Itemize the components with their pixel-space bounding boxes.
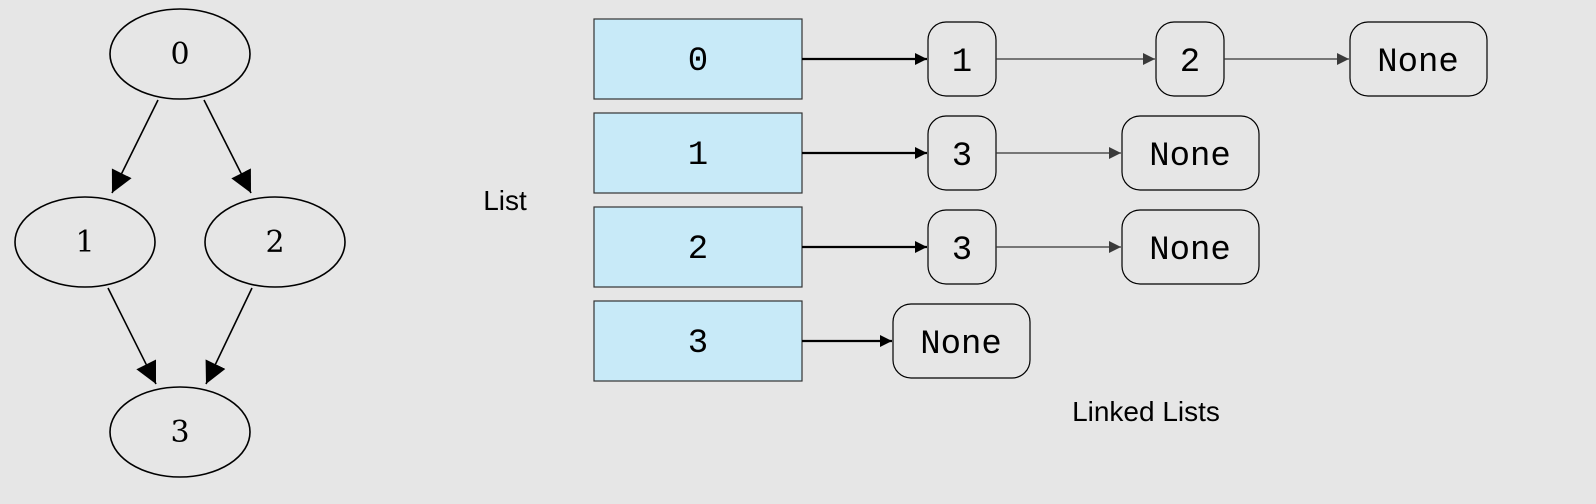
graph-node-label: 0: [170, 37, 189, 72]
linked-node-row2-none: None: [1121, 209, 1260, 285]
graph-node-2: 2: [204, 196, 346, 288]
linked-node-row3-none: None: [892, 303, 1031, 379]
list-cell-1: 1: [593, 112, 803, 194]
linked-node-label: 3: [952, 138, 972, 176]
list-cell-3: 3: [593, 300, 803, 382]
linked-node-row1-none: None: [1121, 115, 1260, 191]
linked-node-row0-2: 2: [1155, 21, 1225, 97]
graph-edge-2-3: [205, 287, 253, 385]
adjacency-list: 0 1 2 3: [593, 18, 803, 382]
graph-node-label: 1: [75, 225, 94, 260]
linked-node-label: None: [1377, 44, 1459, 82]
linked-node-row1-3: 3: [927, 115, 997, 191]
graph-node-3: 3: [109, 386, 251, 478]
linked-node-row2-3: 3: [927, 209, 997, 285]
graph-node-label: 3: [170, 415, 189, 450]
list-cell-label: 2: [688, 231, 708, 269]
linked-node-label: 1: [952, 44, 972, 82]
list-label: List: [483, 185, 527, 216]
linked-lists-label: Linked Lists: [1072, 396, 1220, 427]
graph-edge-0-1: [111, 99, 159, 194]
linked-node-label: None: [1149, 232, 1231, 270]
list-cell-label: 3: [688, 325, 708, 363]
linked-node-label: 2: [1180, 44, 1200, 82]
graph-node-1: 1: [14, 196, 156, 288]
list-cell-0: 0: [593, 18, 803, 100]
linked-node-row0-none: None: [1349, 21, 1488, 97]
list-cell-2: 2: [593, 206, 803, 288]
directed-graph: 0 1 2 3: [14, 8, 346, 478]
graph-edge-1-3: [107, 287, 157, 385]
graph-edge-0-2: [203, 99, 252, 194]
linked-node-row0-1: 1: [927, 21, 997, 97]
linked-node-label: None: [1149, 138, 1231, 176]
list-cell-label: 0: [688, 43, 708, 81]
linked-node-label: 3: [952, 232, 972, 270]
graph-node-0: 0: [109, 8, 251, 100]
linked-node-label: None: [920, 326, 1002, 364]
list-cell-label: 1: [688, 137, 708, 175]
linked-lists: 1 2 None 3 None 3 No: [802, 21, 1488, 379]
graph-node-label: 2: [265, 225, 284, 260]
